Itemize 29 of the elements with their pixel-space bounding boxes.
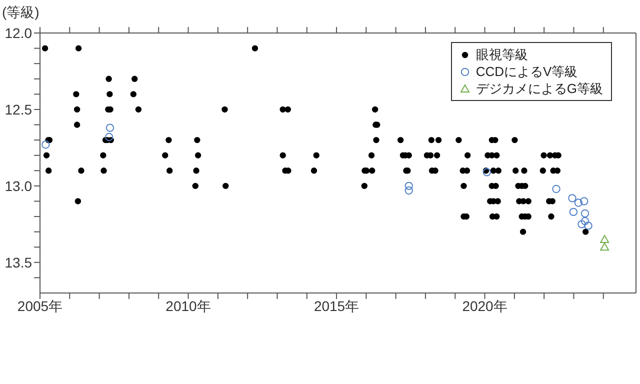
legend-label: 眼視等級 xyxy=(476,46,528,63)
x-tick-label: 2010年 xyxy=(166,298,211,314)
x-tick-label: 2015年 xyxy=(314,298,360,314)
y-axis-title: (等級) xyxy=(2,4,40,22)
point xyxy=(574,198,583,207)
x-tick-label: 2020年 xyxy=(462,298,508,314)
point xyxy=(552,184,560,194)
point xyxy=(600,234,610,243)
point xyxy=(580,217,590,226)
point xyxy=(404,186,413,195)
legend-label: CCDによるV等級 xyxy=(476,63,578,80)
point xyxy=(569,208,578,216)
point xyxy=(106,124,114,132)
point xyxy=(580,197,588,206)
point xyxy=(600,242,610,251)
y-tick-label: 13.0 xyxy=(4,178,32,194)
point xyxy=(580,209,590,218)
point xyxy=(42,140,50,149)
point xyxy=(404,182,413,190)
y-tick-label: 12.5 xyxy=(4,101,32,118)
point xyxy=(482,168,491,176)
y-tick-label: 12.0 xyxy=(4,24,32,41)
point xyxy=(584,222,592,230)
point xyxy=(578,220,586,228)
legend-label: デジカメによるG等級 xyxy=(476,80,603,97)
y-tick-label: 13.5 xyxy=(4,254,32,270)
point xyxy=(568,194,576,202)
x-tick-label: 2005年 xyxy=(17,298,63,314)
point xyxy=(104,132,114,142)
